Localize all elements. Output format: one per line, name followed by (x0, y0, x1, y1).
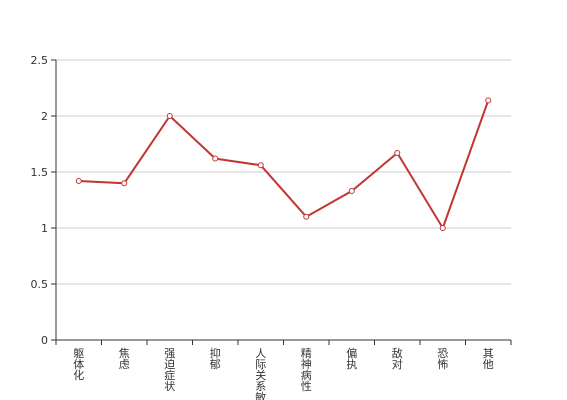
y-tick-label: 1.5 (31, 166, 49, 179)
y-tick-label: 0.5 (31, 278, 49, 291)
y-tick-label: 2 (41, 110, 48, 123)
y-tick-label: 1 (41, 222, 48, 235)
y-tick-label: 2.5 (31, 54, 49, 67)
x-tick-label: 强迫症状 (164, 347, 175, 393)
data-points (75, 97, 492, 231)
data-point (212, 155, 219, 162)
x-tick-label: 躯体化 (73, 347, 84, 382)
x-tick-label: 偏执 (346, 346, 357, 371)
data-point (439, 225, 446, 231)
data-point (394, 149, 401, 156)
data-point (75, 177, 82, 184)
x-tick-label: 恐怖 (437, 347, 448, 371)
data-point (166, 113, 173, 119)
data-point (485, 97, 492, 104)
x-tick-label: 敌对 (392, 346, 403, 371)
x-tick-label: 抑郁 (210, 346, 221, 371)
axes (55, 60, 511, 341)
series-line (78, 99, 490, 229)
x-tick-label: 焦虑 (119, 347, 130, 371)
x-axis-ticks: 躯体化 焦虑 强迫症状 抑郁 人际关系敏感 精神病性 偏执 敌对 恐怖 其他 (55, 340, 512, 400)
y-grid (56, 59, 511, 285)
x-tick-label: 其他 (483, 347, 494, 371)
y-tick-label: 0 (41, 334, 48, 347)
x-tick-label: 精神病性 (301, 347, 312, 393)
data-point (257, 162, 264, 169)
y-axis-ticks: 0 0.5 1 1.5 2 2.5 (31, 54, 56, 347)
data-point (303, 213, 310, 220)
data-point (348, 188, 355, 195)
x-tick-label: 人际关系敏感 (255, 347, 266, 400)
data-point (121, 180, 128, 187)
